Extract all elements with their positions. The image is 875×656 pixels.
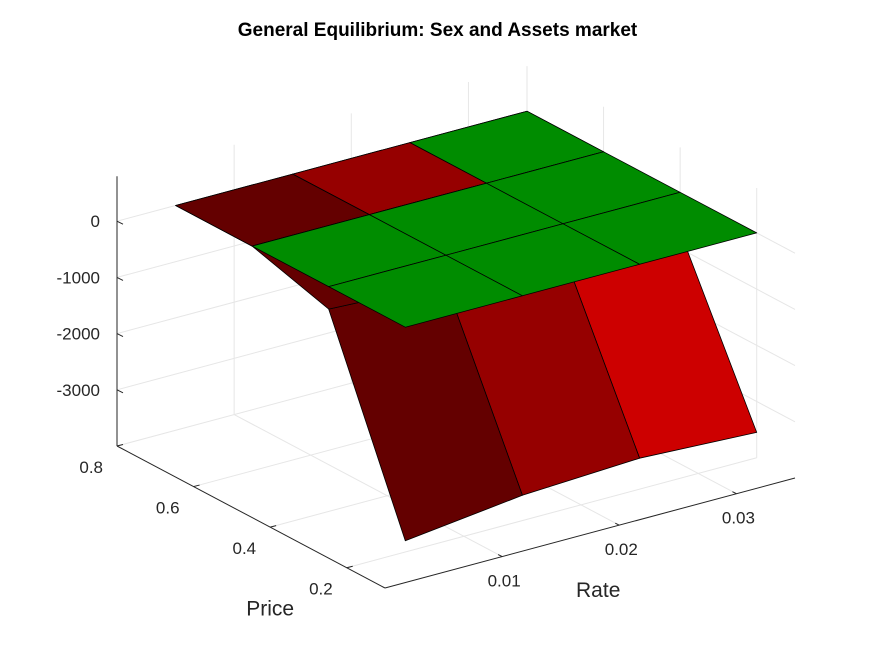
axis-labels: Rate Price <box>246 579 620 620</box>
surface-patch <box>328 254 523 328</box>
surface-patches <box>175 110 758 542</box>
z-tick-label: -1000 <box>57 268 100 287</box>
z-tick <box>116 220 124 225</box>
x-tick-label: 0.03 <box>722 509 755 528</box>
floor-grid-line <box>346 457 757 569</box>
floor-grid-line <box>233 414 503 558</box>
y-tick-label: 0.2 <box>309 580 333 599</box>
x-axis-label: Rate <box>576 579 620 602</box>
x-tick-label: 0.02 <box>605 540 638 559</box>
x-tick <box>732 491 737 495</box>
y-tick <box>346 565 353 569</box>
chart-title: General Equilibrium: Sex and Assets mark… <box>237 20 638 41</box>
y-tick <box>116 444 124 447</box>
x-axis-line <box>384 477 796 589</box>
z-tick <box>116 276 124 281</box>
x-tick <box>615 522 620 526</box>
y-tick-label: 0.6 <box>156 499 180 518</box>
y-tick-label: 0.4 <box>233 539 257 558</box>
x-tick-label: 0.01 <box>488 572 521 591</box>
y-tick <box>193 484 200 488</box>
z-tick-label: -3000 <box>57 381 100 400</box>
x-tick <box>497 554 503 558</box>
y-axis-line <box>116 445 386 589</box>
y-tick-label: 0.8 <box>79 458 103 477</box>
z-tick <box>116 389 124 394</box>
z-tick-label: -2000 <box>57 325 100 344</box>
y-axis-label: Price <box>246 597 294 620</box>
z-tick <box>116 333 124 338</box>
z-tick-label: 0 <box>91 212 100 231</box>
y-tick <box>270 525 277 528</box>
axes: 0.01 0.02 0.03 0.2 0.4 0.6 0.8 0 -1000 -2000 -3000 <box>57 176 796 599</box>
